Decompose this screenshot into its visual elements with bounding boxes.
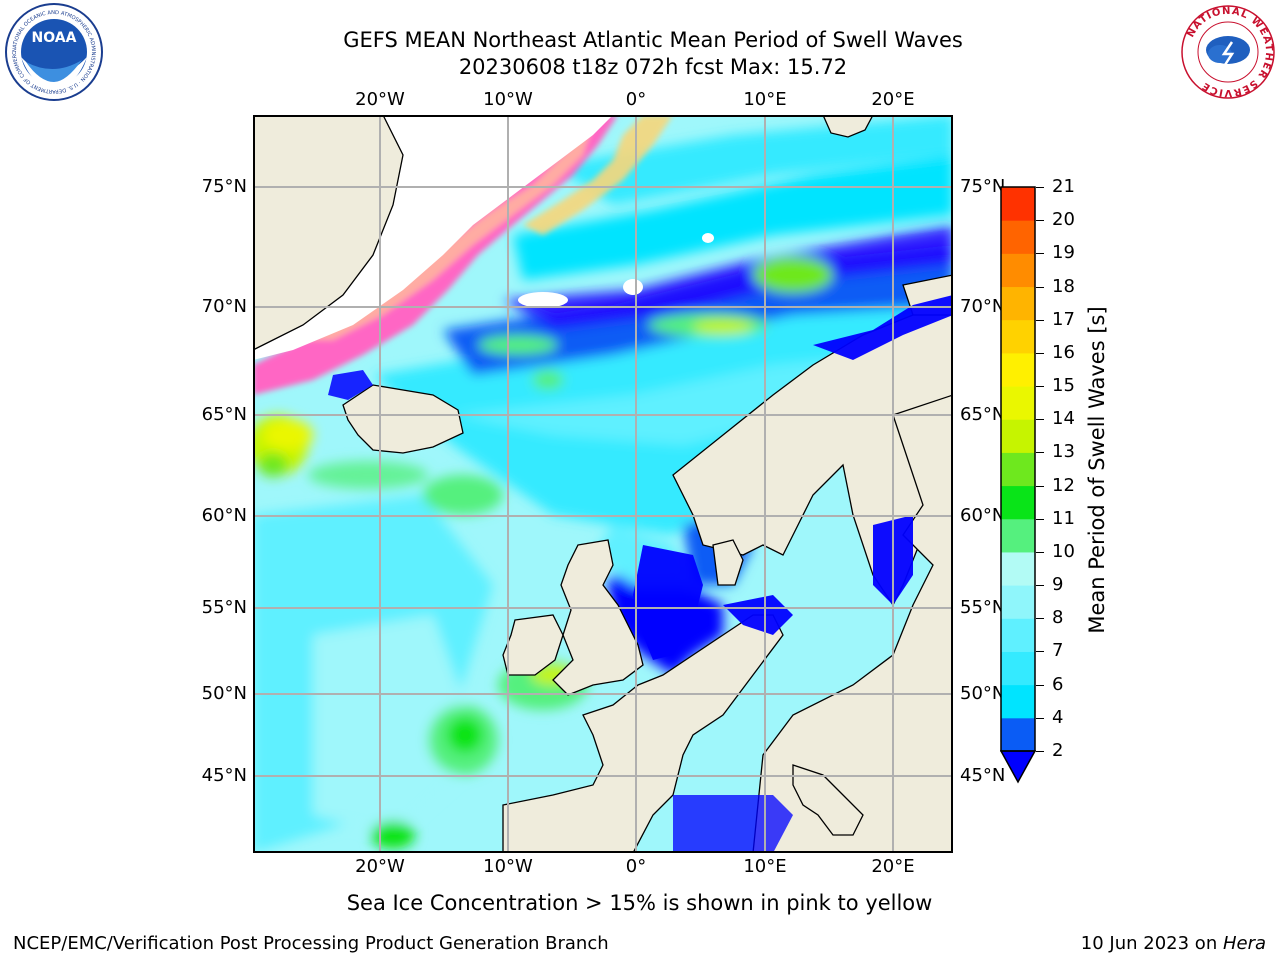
- lat-tick-left: 60°N: [201, 505, 247, 526]
- colorbar-tick-label: 12: [1052, 474, 1075, 496]
- colorbar-tick: [1036, 319, 1044, 321]
- colorbar-tick-label: 2: [1052, 740, 1064, 761]
- lon-tick-bottom: 10°E: [743, 856, 787, 877]
- noaa-logo-text: NOAA: [32, 30, 77, 46]
- colorbar-cell: [1001, 286, 1035, 321]
- colorbar-cell: [1001, 352, 1035, 387]
- colorbar-tick: [1036, 651, 1044, 653]
- sea-ice-caption: Sea Ice Concentration > 15% is shown in …: [346, 891, 933, 915]
- footer-host: Hera: [1222, 933, 1266, 954]
- colorbar-tick: [1036, 485, 1044, 487]
- colorbar-tick: [1036, 751, 1044, 752]
- colorbar-cell: [1001, 551, 1035, 586]
- nws-logo: NATIONAL WEATHER SERVICE: [1181, 5, 1275, 99]
- lon-tick-bottom: 20°W: [355, 856, 405, 877]
- lat-tick-left: 55°N: [201, 597, 247, 618]
- lat-tick-right: 70°N: [960, 296, 1006, 317]
- colorbar-cell: [1001, 618, 1035, 652]
- colorbar-cell: [1001, 651, 1035, 686]
- colorbar-tick: [1036, 419, 1044, 421]
- colorbar-cell: [1001, 319, 1035, 354]
- colorbar-cell: [1001, 585, 1035, 619]
- lat-tick-left: 50°N: [201, 683, 247, 704]
- colorbar-cell: [1001, 220, 1035, 254]
- colorbar-tick-label: 13: [1052, 441, 1075, 463]
- colorbar-tick: [1036, 253, 1044, 255]
- lon-tick-top: 20°W: [355, 89, 405, 110]
- colorbar-tick-label: 21: [1052, 176, 1075, 197]
- colorbar-cell: [1001, 187, 1035, 221]
- lat-tick-left: 70°N: [201, 296, 247, 317]
- lat-tick-right: 50°N: [960, 683, 1006, 704]
- colorbar-tick: [1036, 220, 1044, 222]
- land: [253, 115, 953, 853]
- colorbar-tick: [1036, 684, 1044, 686]
- colorbar-tick-label: 15: [1052, 375, 1075, 397]
- lon-tick-bottom: 20°E: [871, 856, 915, 877]
- lat-tick-left: 75°N: [201, 176, 247, 197]
- graticule: [253, 115, 953, 853]
- colorbar-tick: [1036, 585, 1044, 587]
- colorbar-cell: [1001, 518, 1035, 553]
- colorbar-tick-label: 14: [1052, 408, 1075, 430]
- colorbar-cell: [1001, 684, 1035, 719]
- colorbar-cell: [1001, 717, 1035, 752]
- map-frame: [253, 115, 953, 853]
- colorbar-tick: [1036, 717, 1044, 719]
- colorbar-cell: [1001, 485, 1035, 520]
- coastal-low-period: [328, 295, 953, 853]
- lon-tick-top: 10°E: [743, 89, 787, 110]
- colorbar-tick-label: 19: [1052, 242, 1075, 264]
- colorbar-extend-arrow: [1000, 750, 1036, 784]
- noaa-logo: NOAA NATIONAL OCEANIC AND ATMOSPHERIC AD…: [4, 2, 103, 101]
- lon-tick-top: 10°W: [483, 89, 533, 110]
- colorbar-tick-label: 10: [1052, 540, 1075, 562]
- colorbar-cell: [1001, 386, 1035, 420]
- colorbar-cell: [1001, 419, 1035, 453]
- lon-tick-top: 20°E: [871, 89, 915, 110]
- lat-tick-right: 55°N: [960, 597, 1006, 618]
- map-title: GEFS MEAN Northeast Atlantic Mean Period…: [343, 28, 963, 52]
- lat-tick-right: 65°N: [960, 404, 1006, 425]
- colorbar-tick-label: 9: [1052, 574, 1064, 596]
- map-subtitle: 20230608 t18z 072h fcst Max: 15.72: [458, 55, 848, 79]
- lon-tick-top: 0°: [625, 89, 647, 110]
- lat-tick-right: 75°N: [960, 176, 1006, 197]
- colorbar-tick-label: 8: [1052, 607, 1064, 629]
- swell-period-map: [253, 115, 953, 853]
- colorbar-tick-label: 11: [1052, 507, 1075, 529]
- lat-tick-left: 65°N: [201, 404, 247, 425]
- colorbar-cell: [1001, 253, 1035, 288]
- colorbar-tick: [1036, 618, 1044, 620]
- colorbar-tick-label: 17: [1052, 308, 1075, 330]
- colorbar-tick-label: 20: [1052, 209, 1075, 231]
- lat-tick-right: 45°N: [960, 765, 1006, 786]
- colorbar-tick-label: 18: [1052, 275, 1075, 297]
- lon-tick-bottom: 10°W: [483, 856, 533, 877]
- colorbar-tick-label: 4: [1052, 706, 1064, 728]
- colorbar-tick: [1036, 352, 1044, 354]
- colorbar-title: Mean Period of Swell Waves [s]: [1085, 306, 1109, 634]
- colorbar-tick-label: 7: [1052, 640, 1064, 662]
- colorbar: [1000, 186, 1036, 784]
- colorbar-tick: [1036, 187, 1044, 188]
- lat-tick-right: 60°N: [960, 505, 1006, 526]
- footer-date: 10 Jun 2023 on Hera: [1080, 933, 1266, 954]
- footer-credit: NCEP/EMC/Verification Post Processing Pr…: [13, 933, 609, 954]
- colorbar-tick: [1036, 518, 1044, 520]
- colorbar-tick: [1036, 386, 1044, 388]
- colorbar-tick: [1036, 286, 1044, 288]
- colorbar-tick: [1036, 452, 1044, 454]
- lon-tick-bottom: 0°: [625, 856, 647, 877]
- colorbar-tick-label: 6: [1052, 673, 1064, 695]
- lat-tick-left: 45°N: [201, 765, 247, 786]
- colorbar-cell: [1001, 452, 1035, 487]
- colorbar-tick: [1036, 551, 1044, 553]
- colorbar-tick-label: 16: [1052, 341, 1075, 363]
